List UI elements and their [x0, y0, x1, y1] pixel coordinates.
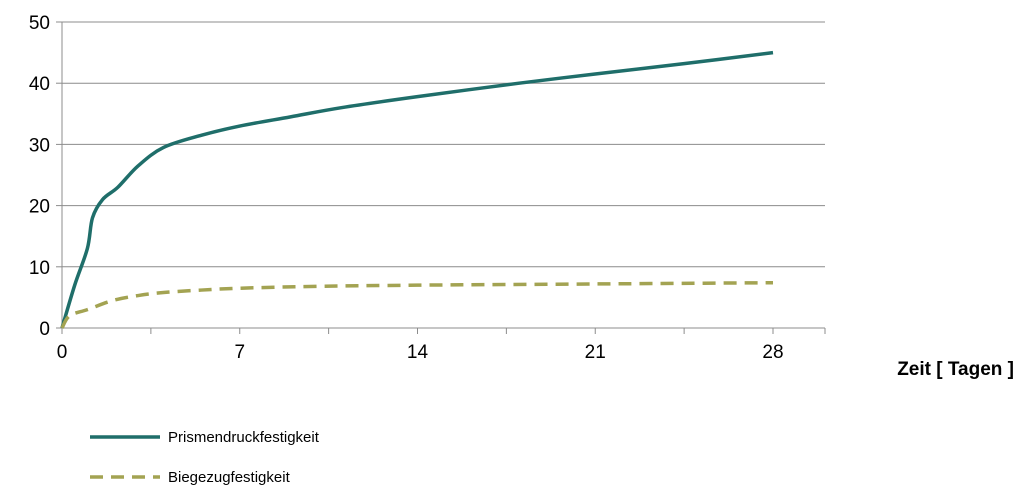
- x-tick-label-28: 28: [762, 342, 783, 363]
- series-lines: [60, 50, 774, 329]
- y-tick-label-30: 30: [29, 135, 50, 156]
- y-tick-label-40: 40: [29, 74, 50, 95]
- legend-label-2: Biegezugfestigkeit: [168, 469, 291, 486]
- axes: [56, 21, 826, 334]
- legend: Prismendruckfestigkeit Biegezugfestigkeit: [90, 429, 320, 486]
- x-tick-label-21: 21: [585, 342, 606, 363]
- y-tick-labels: 0 10 20 30 40 50: [29, 13, 50, 340]
- y-tick-label-0: 0: [39, 319, 50, 340]
- y-tick-label-50: 50: [29, 13, 50, 34]
- y-tick-label-20: 20: [29, 197, 50, 218]
- series-line-2: [60, 280, 774, 329]
- x-axis-label: Zeit [ Tagen ]: [897, 359, 1014, 380]
- x-tick-label-14: 14: [407, 342, 429, 363]
- series-line-1: [60, 50, 774, 329]
- x-tick-label-7: 7: [234, 342, 245, 363]
- grid-lines: [62, 21, 825, 268]
- legend-label-1: Prismendruckfestigkeit: [168, 429, 320, 446]
- y-tick-label-10: 10: [29, 258, 50, 279]
- x-tick-label-0: 0: [57, 342, 68, 363]
- x-tick-labels: 0 7 14 21 28: [57, 342, 784, 363]
